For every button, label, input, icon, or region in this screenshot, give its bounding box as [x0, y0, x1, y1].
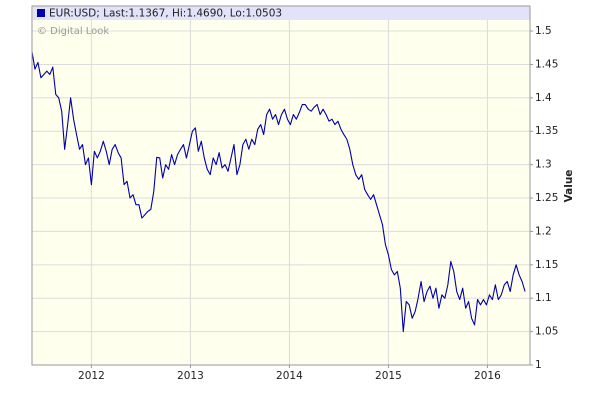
legend-label: EUR:USD; Last:1.1367, Hi:1.4690, Lo:1.05…: [49, 8, 282, 20]
y-tick-label: 1.4: [535, 92, 552, 104]
x-tick-label: 2013: [177, 370, 204, 382]
y-tick-label: 1.45: [535, 58, 558, 70]
plot-area: [32, 6, 530, 365]
y-tick-label: 1.1: [535, 292, 552, 304]
y-tick-label: 1: [535, 359, 542, 371]
y-tick-label: 1.25: [535, 192, 558, 204]
y-axis-label: Value: [563, 170, 575, 203]
y-tick-label: 1.35: [535, 125, 558, 137]
watermark: © Digital Look: [37, 26, 109, 37]
y-tick-label: 1.05: [535, 326, 558, 338]
series-line: [31, 51, 526, 333]
y-tick-label: 1.2: [535, 225, 552, 237]
x-tick-label: 2015: [375, 370, 402, 382]
x-tick-label: 2014: [276, 370, 303, 382]
y-tick-label: 1.15: [535, 259, 558, 271]
y-tick-label: 1.3: [535, 159, 552, 171]
x-tick-label: 2012: [78, 370, 105, 382]
plot-frame: [31, 5, 531, 366]
x-tick-label: 2016: [474, 370, 501, 382]
y-tick-label: 1.5: [535, 25, 552, 37]
legend-band: [33, 6, 530, 20]
legend-swatch: [37, 9, 45, 17]
